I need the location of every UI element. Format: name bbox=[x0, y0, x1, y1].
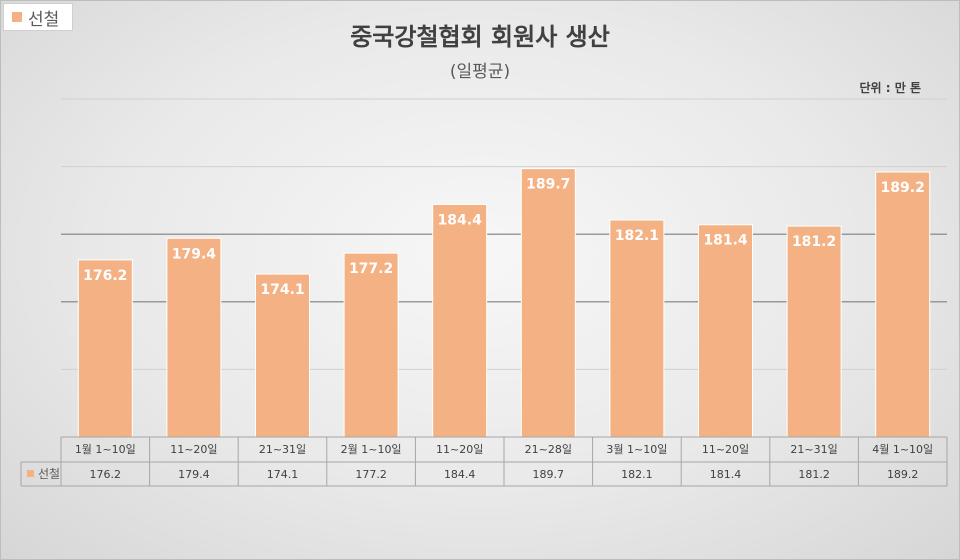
bar-value-label: 181.4 bbox=[703, 233, 748, 249]
bar bbox=[520, 168, 576, 438]
bar-value-label: 181.2 bbox=[792, 234, 836, 250]
x-tick-label: 2월 1~10일 bbox=[341, 442, 402, 456]
table-value: 174.1 bbox=[267, 468, 299, 481]
table-value: 181.4 bbox=[710, 468, 742, 481]
bar bbox=[255, 273, 310, 438]
bar-value-label: 179.4 bbox=[172, 246, 217, 262]
x-tick-label: 11~20일 bbox=[702, 442, 749, 456]
table-value: 189.2 bbox=[887, 468, 919, 481]
table-series-label: 선철 bbox=[38, 467, 60, 481]
legend-swatch bbox=[12, 12, 22, 22]
bar bbox=[166, 237, 222, 438]
chart-subtitle: (일평균) bbox=[449, 62, 511, 82]
chart-title: 중국강철협회 회원사 생산 bbox=[350, 23, 610, 51]
bar-value-label: 177.2 bbox=[349, 261, 393, 277]
bar-value-label: 176.2 bbox=[83, 268, 127, 284]
x-tick-label: 21~28일 bbox=[525, 442, 572, 456]
legend: 선철 bbox=[3, 3, 73, 31]
bar-value-label: 189.2 bbox=[881, 180, 925, 196]
table-legend-swatch bbox=[27, 470, 34, 477]
x-tick-label: 21~31일 bbox=[790, 442, 837, 456]
table-value: 177.2 bbox=[355, 468, 387, 481]
table-value: 182.1 bbox=[621, 468, 653, 481]
bar bbox=[698, 224, 753, 438]
unit-label: 단위 : 만 톤 bbox=[859, 81, 922, 95]
table-value: 184.4 bbox=[444, 468, 476, 481]
x-tick-label: 1월 1~10일 bbox=[75, 442, 136, 456]
bar bbox=[77, 259, 133, 438]
table-value: 181.2 bbox=[798, 468, 830, 481]
x-tick-label: 21~31일 bbox=[259, 442, 306, 456]
x-tick-label: 4월 1~10일 bbox=[872, 442, 933, 456]
bar bbox=[432, 203, 488, 438]
table-value: 176.2 bbox=[90, 468, 122, 481]
x-tick-label: 3월 1~10일 bbox=[606, 442, 667, 456]
bars: 176.2 179.4 174.1 177.2 184.4 189.7 182.1 181.4… bbox=[77, 168, 931, 438]
bar-value-label: 189.7 bbox=[526, 177, 570, 193]
bar-value-label: 174.1 bbox=[260, 282, 304, 298]
x-tick-label: 11~20일 bbox=[436, 442, 483, 456]
bar bbox=[343, 252, 399, 438]
table-value: 179.4 bbox=[178, 468, 210, 481]
bar bbox=[875, 171, 931, 438]
table-value: 189.7 bbox=[533, 468, 565, 481]
bar-value-label: 184.4 bbox=[438, 212, 483, 228]
bar bbox=[609, 219, 665, 438]
data-table: 1월 1~10일 176.2 11~20일 179.4 21~31일 174.1 2월 1~… bbox=[20, 436, 948, 487]
bar bbox=[786, 225, 842, 438]
bar-value-label: 182.1 bbox=[615, 228, 659, 244]
x-tick-label: 11~20일 bbox=[170, 442, 217, 456]
legend-label: 선철 bbox=[28, 9, 60, 30]
